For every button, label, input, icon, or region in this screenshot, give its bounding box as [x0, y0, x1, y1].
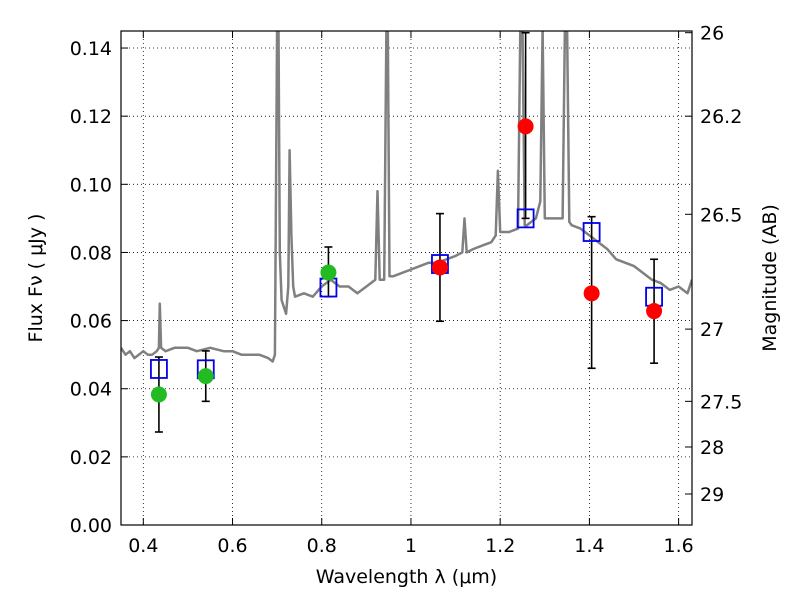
- y-tick-label: 0.10: [70, 174, 112, 196]
- y-tick-label: 0.14: [70, 38, 112, 60]
- y-tick-label: 0.12: [70, 106, 112, 128]
- right-tick-label: 26.5: [700, 204, 742, 226]
- right-tick-label: 26: [700, 23, 724, 45]
- data-point: [517, 118, 534, 135]
- data-point: [583, 285, 600, 302]
- x-axis-label: Wavelength λ (μm): [316, 566, 497, 588]
- x-tick-label: 1.2: [485, 535, 515, 557]
- axis-ticks: 0.4 0.6 0.8 1 1.2 1.4 1.6 0.00 0.02 0.04 0.06 0.08 0…: [70, 23, 743, 557]
- right-tick-label: 27.5: [700, 391, 742, 413]
- data-point: [646, 303, 663, 320]
- right-tick-label: 26.2: [700, 106, 742, 128]
- x-tick-label: 0.8: [307, 535, 337, 557]
- data-markers: [150, 118, 663, 403]
- data-point: [150, 386, 167, 403]
- y-tick-label: 0.00: [70, 515, 112, 537]
- x-tick-label: 1.4: [574, 535, 604, 557]
- data-point: [431, 259, 448, 276]
- x-tick-label: 0.6: [217, 535, 247, 557]
- x-tick-label: 1.6: [664, 535, 694, 557]
- y-tick-label: 0.06: [70, 311, 112, 333]
- data-point: [197, 368, 214, 385]
- x-tick-label: 1: [405, 535, 417, 557]
- y-tick-label: 0.04: [70, 379, 112, 401]
- data-point: [320, 264, 337, 281]
- model-square-marker: [516, 208, 535, 229]
- plot-frame: [120, 30, 693, 526]
- model-spectrum: [121, 31, 692, 363]
- spectrum-line: [121, 31, 692, 363]
- right-tick-label: 28: [700, 437, 724, 459]
- y-tick-label: 0.02: [70, 447, 112, 469]
- y-axis-label-right: Magnitude (AB): [759, 204, 781, 352]
- model-square-marker: [150, 359, 168, 379]
- y-tick-label: 0.08: [70, 242, 112, 264]
- right-tick-label: 29: [700, 484, 724, 506]
- model-square-marker: [582, 222, 601, 242]
- x-tick-label: 0.4: [128, 535, 158, 557]
- right-tick-label: 27: [700, 319, 724, 341]
- y-axis-label-left: Flux Fν ( μJy ): [25, 214, 47, 343]
